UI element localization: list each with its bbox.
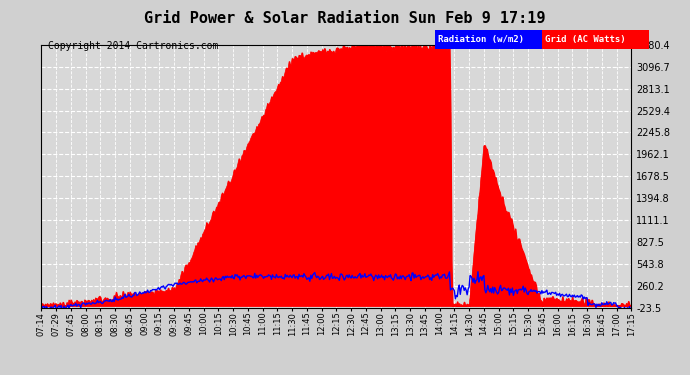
Text: Radiation (w/m2): Radiation (w/m2) [438, 35, 524, 44]
Text: Grid (AC Watts): Grid (AC Watts) [545, 35, 626, 44]
Text: Copyright 2014 Cartronics.com: Copyright 2014 Cartronics.com [48, 41, 219, 51]
Text: Grid Power & Solar Radiation Sun Feb 9 17:19: Grid Power & Solar Radiation Sun Feb 9 1… [144, 11, 546, 26]
